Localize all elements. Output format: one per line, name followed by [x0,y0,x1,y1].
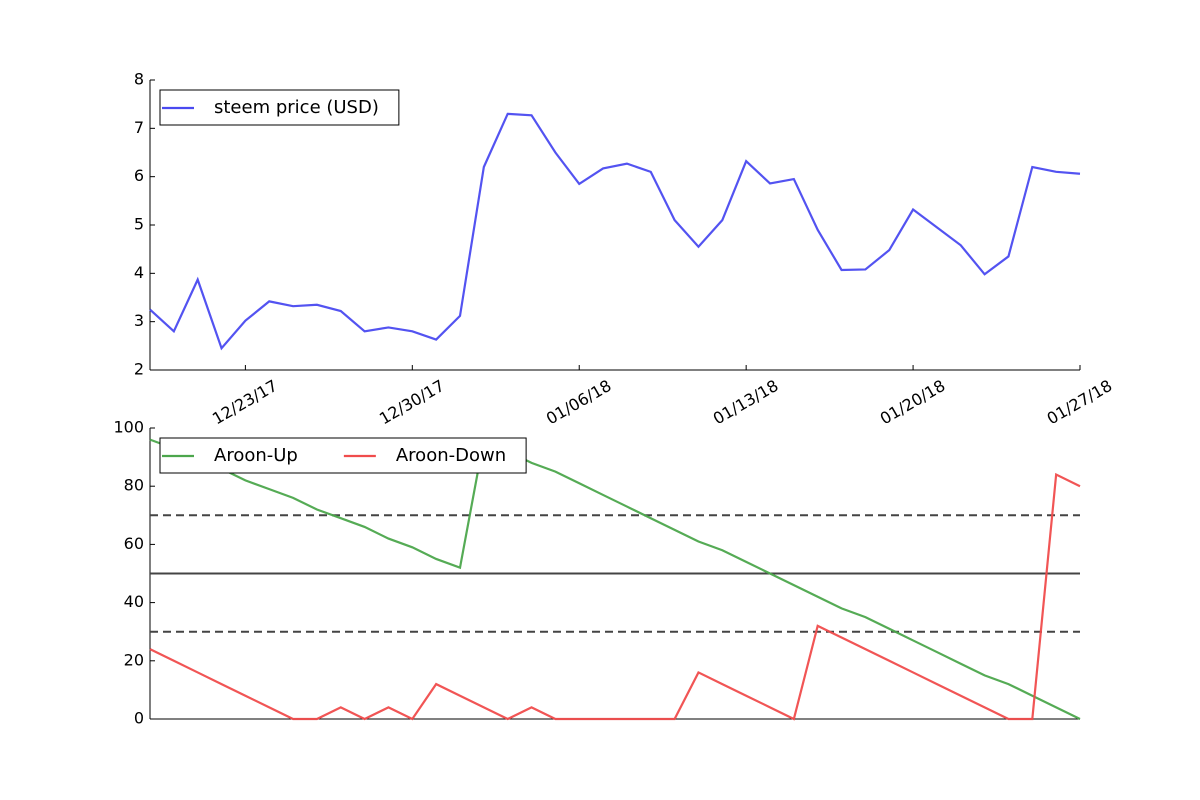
legend-box [159,437,527,474]
legend: Aroon-Up Aroon-Down [159,437,527,474]
y-tick-label: 4 [134,263,144,282]
legend-box [159,89,400,126]
y-tick-label: 3 [134,311,144,330]
x-tick-label: 01/20/18 [877,376,949,428]
y-tick-label: 0 [134,709,144,728]
series-line [149,112,1081,351]
x-tick-label: 01/06/18 [543,376,615,428]
y-tick-label: 100 [113,418,144,437]
y-tick-label: 2 [134,360,144,379]
legend-label: Aroon-Up [214,445,298,466]
y-tick-label: 20 [124,650,144,669]
y-tick-label: 6 [134,166,144,185]
x-tick-label: 01/13/18 [710,376,782,428]
x-tick-label: 12/30/17 [376,376,448,428]
y-tick-label: 5 [134,215,144,234]
legend-label: steem price (USD) [214,97,379,118]
y-tick-label: 7 [134,118,144,137]
y-tick-label: 40 [124,592,144,611]
y-tick-label: 80 [124,476,144,495]
x-tick-label: 01/27/18 [1044,376,1116,428]
legend-label: Aroon-Down [396,445,506,466]
x-tick-label: 12/23/17 [209,376,281,428]
legend: steem price (USD) [159,89,400,126]
series-line [149,438,1081,720]
series-line [149,472,1081,721]
y-tick-label: 60 [124,534,144,553]
y-tick-label: 8 [134,70,144,89]
